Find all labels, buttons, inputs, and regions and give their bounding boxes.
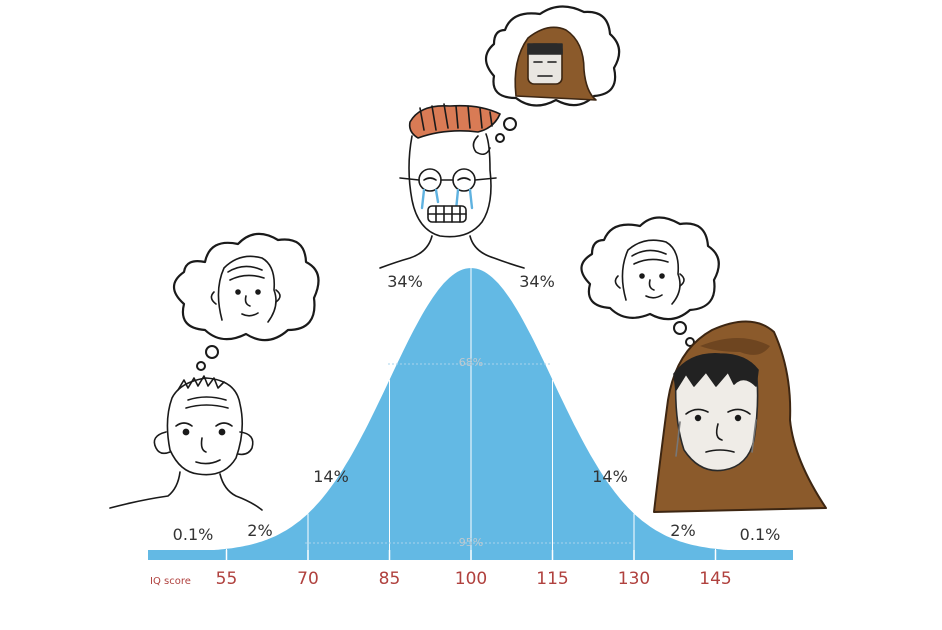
thought-bubble-tiny bbox=[495, 133, 505, 143]
band-95-label: 95% bbox=[459, 536, 483, 549]
tick-label-145: 145 bbox=[699, 569, 731, 589]
hooded-monk-wojak bbox=[580, 216, 827, 513]
tick-label-130: 130 bbox=[618, 569, 650, 589]
percentage-label-1: 2% bbox=[247, 521, 272, 540]
percentage-label-6: 2% bbox=[670, 521, 695, 540]
x-axis-tick-marks bbox=[225, 550, 717, 560]
tick-label-115: 115 bbox=[536, 569, 568, 589]
percentage-label-3: 34% bbox=[387, 272, 423, 291]
tick-label-55: 55 bbox=[216, 569, 238, 589]
iq-bell-curve-chart: 68% 95% IQ score 55 70 85 100 115 130 145 0.1%… bbox=[148, 268, 793, 589]
thought-bubble-tiny bbox=[196, 361, 206, 371]
tick-label-70: 70 bbox=[297, 569, 319, 589]
thought-cloud-right bbox=[580, 216, 720, 321]
thought-cloud-left bbox=[172, 232, 320, 342]
percentage-label-5: 14% bbox=[592, 467, 628, 486]
sd-divider-lines bbox=[226, 268, 716, 552]
thought-bubble-small bbox=[673, 321, 687, 335]
percentage-label-2: 14% bbox=[313, 467, 349, 486]
percentage-labels: 0.1% 2% 14% 34% 34% 14% 2% 0.1% bbox=[173, 272, 781, 544]
percentage-label-0: 0.1% bbox=[173, 525, 214, 544]
x-axis-tick-labels: 55 70 85 100 115 130 145 bbox=[216, 569, 732, 589]
thought-bubble-small bbox=[205, 345, 219, 359]
crying-midwit-wojak bbox=[379, 5, 621, 269]
low-iq-wojak bbox=[109, 232, 320, 511]
band-68-label: 68% bbox=[459, 356, 483, 369]
tick-label-85: 85 bbox=[379, 569, 401, 589]
thought-bubble-tiny bbox=[685, 337, 695, 347]
x-axis-title: IQ score bbox=[150, 576, 191, 587]
percentage-label-4: 34% bbox=[519, 272, 555, 291]
tick-label-100: 100 bbox=[455, 569, 487, 589]
percentage-label-7: 0.1% bbox=[740, 525, 781, 544]
thought-bubble-small bbox=[503, 117, 517, 131]
